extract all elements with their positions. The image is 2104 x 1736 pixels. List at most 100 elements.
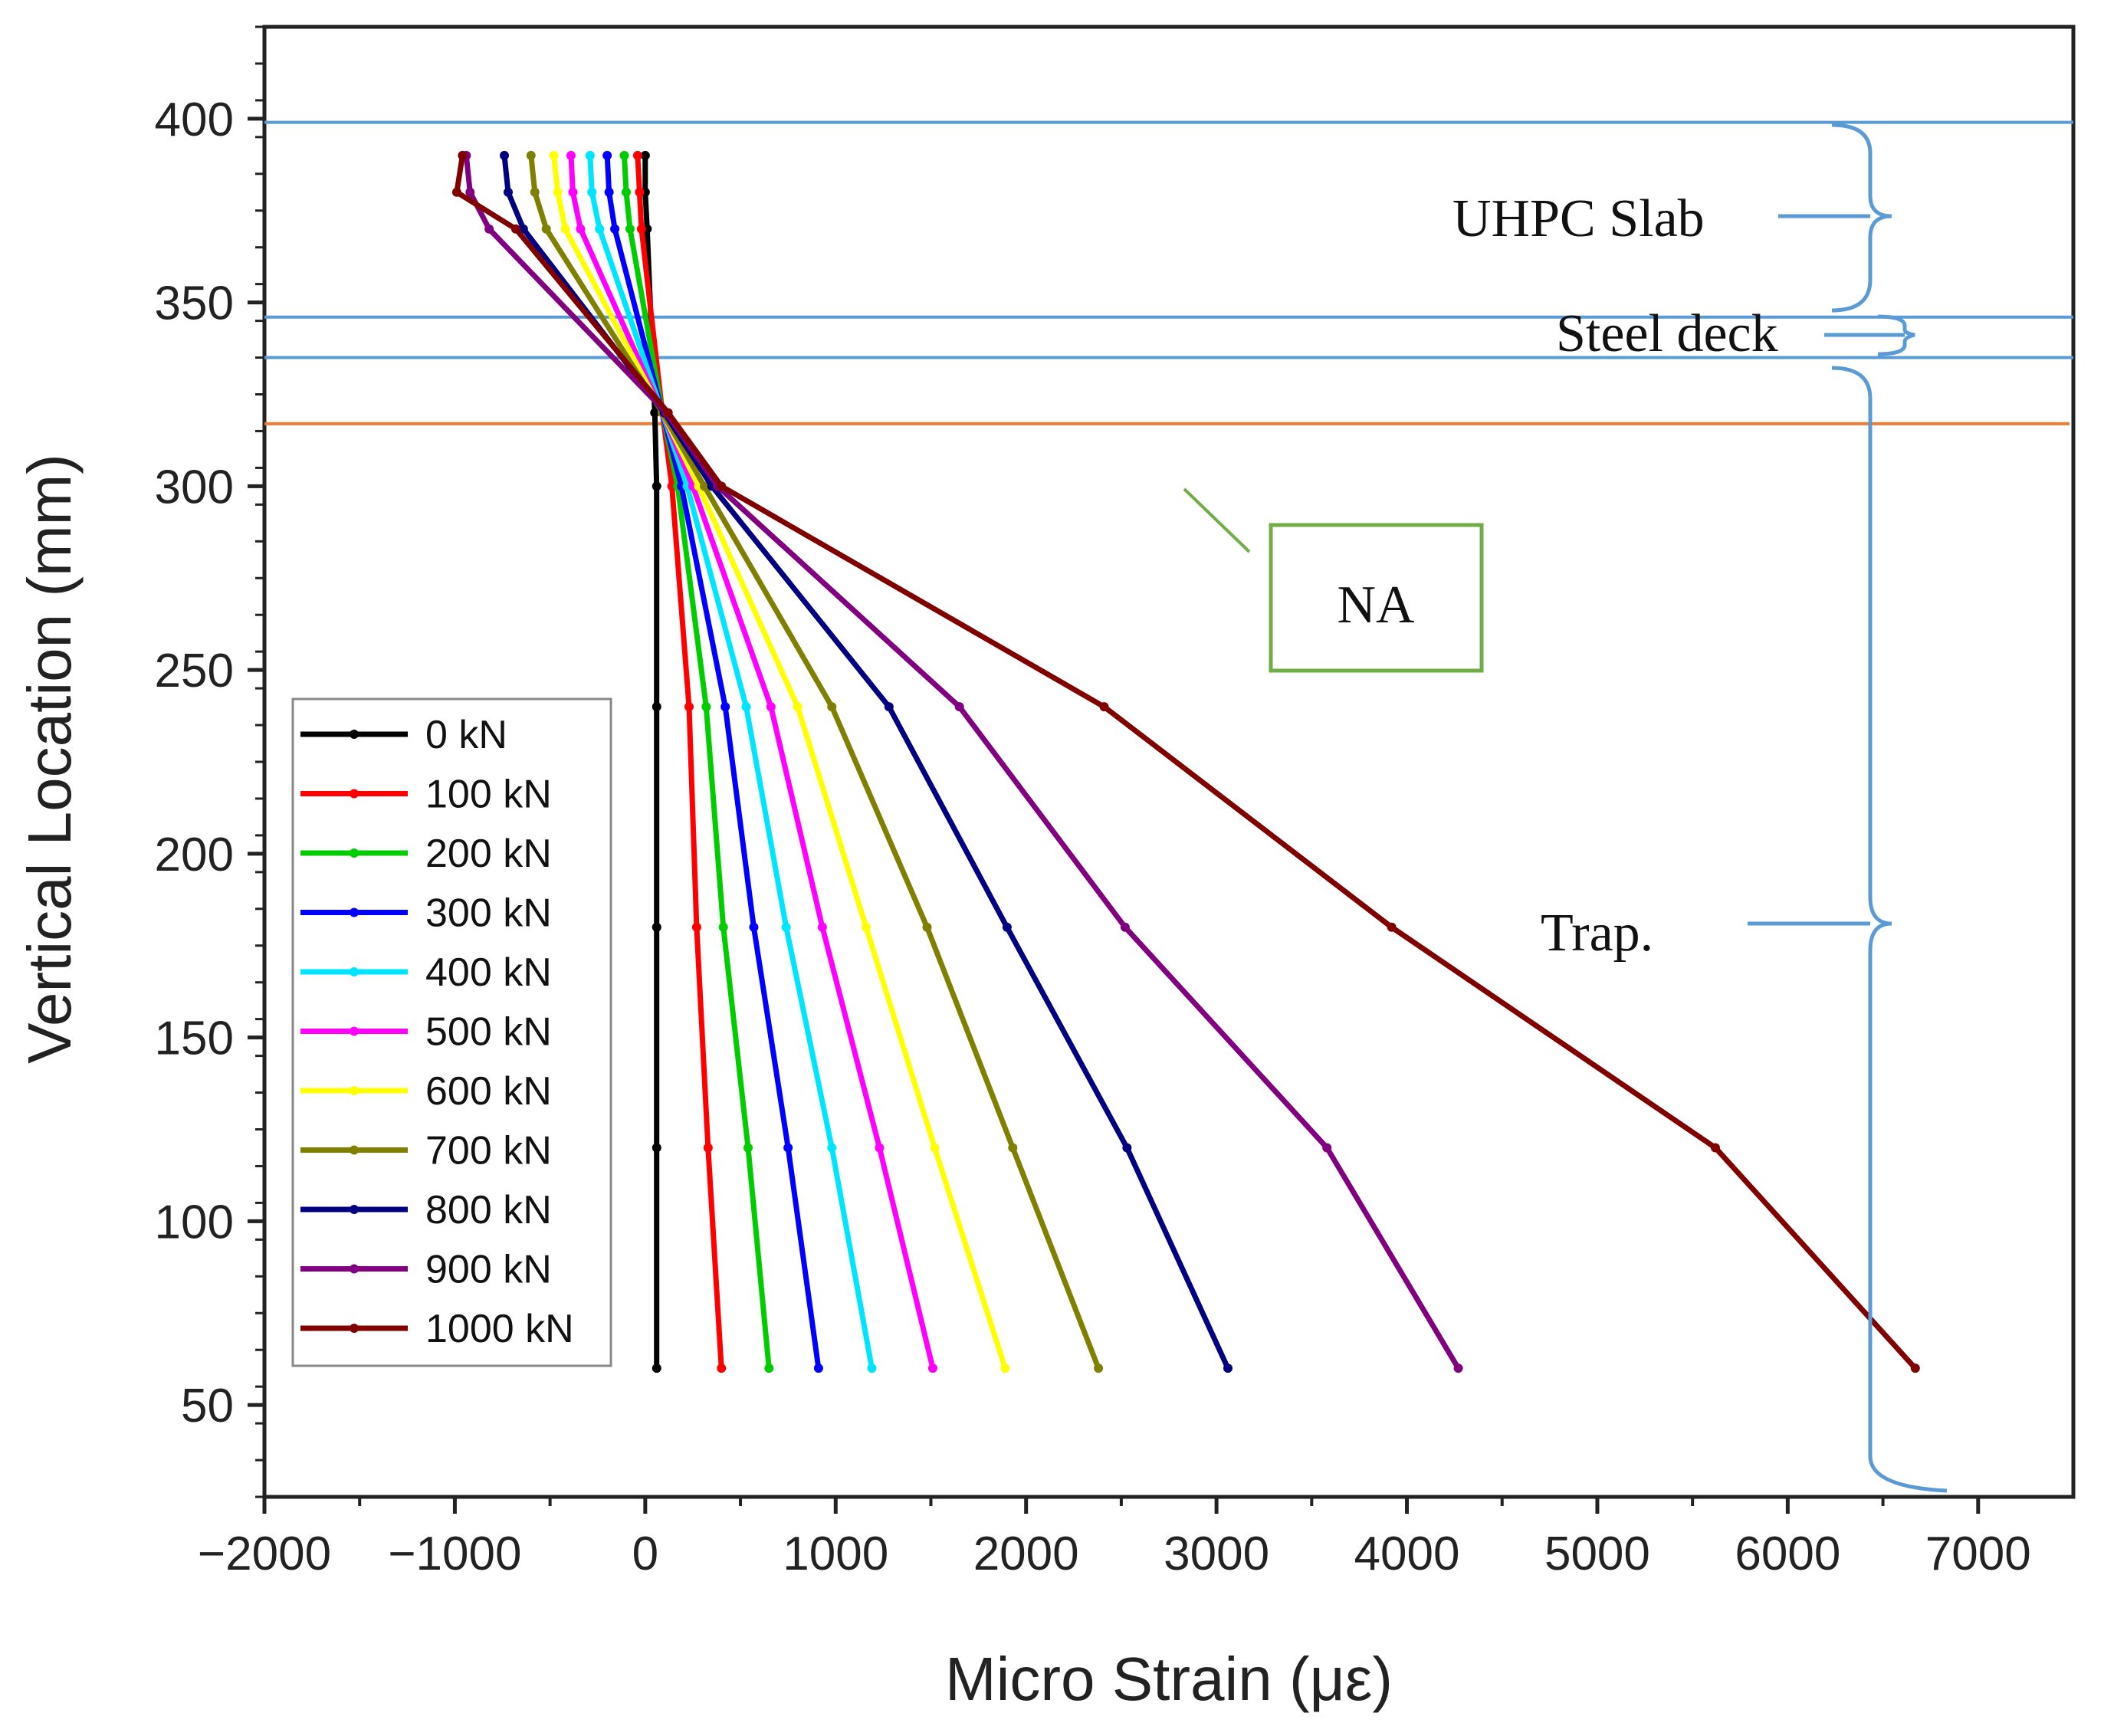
data-point xyxy=(1910,1364,1920,1373)
legend-marker xyxy=(350,848,359,858)
data-point xyxy=(954,702,964,712)
data-point xyxy=(465,187,475,197)
data-point xyxy=(1453,1364,1463,1373)
data-point xyxy=(602,150,612,160)
data-point xyxy=(650,408,660,418)
series-line xyxy=(622,155,772,1369)
data-point xyxy=(862,922,871,932)
legend-marker xyxy=(350,1086,359,1095)
data-point xyxy=(566,150,576,160)
data-point xyxy=(1002,922,1012,932)
data-point xyxy=(927,1364,937,1373)
y-tick-label: 350 xyxy=(155,277,234,330)
x-tick-label: 1000 xyxy=(783,1528,888,1580)
data-point xyxy=(717,1364,727,1373)
data-point xyxy=(663,408,673,418)
legend-label: 800 kN xyxy=(425,1188,552,1232)
x-tick-label: 2000 xyxy=(973,1528,1079,1580)
data-point xyxy=(560,224,570,234)
data-point xyxy=(720,702,730,712)
data-point xyxy=(922,922,932,932)
data-point xyxy=(1387,922,1397,932)
data-point xyxy=(684,702,694,712)
data-point xyxy=(576,224,586,234)
y-tick-label: 100 xyxy=(155,1196,234,1249)
legend-marker xyxy=(350,1205,359,1214)
data-point xyxy=(622,187,631,197)
data-point xyxy=(604,187,614,197)
data-point xyxy=(1710,1143,1720,1153)
series-layer xyxy=(451,150,1920,1373)
data-point xyxy=(1122,1143,1132,1153)
legend-marker xyxy=(350,1145,359,1155)
series-600-kn xyxy=(549,150,1010,1373)
data-point xyxy=(701,702,711,712)
legend-label: 700 kN xyxy=(425,1129,552,1173)
slab-label: UHPC Slab xyxy=(1452,189,1705,248)
data-point xyxy=(817,922,827,932)
legend-marker xyxy=(350,967,359,976)
legend-label: 900 kN xyxy=(425,1248,552,1292)
x-tick-label: −1000 xyxy=(388,1528,521,1580)
y-tick-label: 250 xyxy=(155,645,234,697)
data-point xyxy=(625,224,635,234)
x-axis-title: Micro Strain (με) xyxy=(945,1645,1393,1713)
data-point xyxy=(652,922,661,932)
trap-label: Trap. xyxy=(1541,904,1653,963)
data-point xyxy=(619,150,629,160)
trap-brace xyxy=(1748,366,1948,1493)
deck-label: Steel deck xyxy=(1556,304,1778,363)
na-label: NA xyxy=(1337,576,1415,635)
data-point xyxy=(632,150,642,160)
data-point xyxy=(549,150,559,160)
legend-label: 600 kN xyxy=(425,1069,552,1114)
data-point xyxy=(526,150,536,160)
data-point xyxy=(930,1143,940,1153)
data-point xyxy=(1099,702,1109,712)
data-point xyxy=(867,1364,877,1373)
legend-marker xyxy=(350,730,359,739)
data-point xyxy=(827,1143,837,1153)
data-point xyxy=(484,224,494,234)
data-point xyxy=(1008,1143,1018,1153)
data-point xyxy=(451,187,461,197)
data-point xyxy=(766,702,776,712)
data-point xyxy=(781,922,791,932)
data-point xyxy=(691,922,701,932)
data-point xyxy=(636,224,646,234)
data-point xyxy=(568,187,578,197)
data-point xyxy=(553,187,563,197)
y-tick-label: 50 xyxy=(181,1380,234,1432)
x-tick-label: 5000 xyxy=(1544,1528,1650,1580)
data-point xyxy=(640,150,650,160)
legend-label: 200 kN xyxy=(425,832,552,876)
legend-label: 400 kN xyxy=(425,950,552,995)
x-tick-label: 7000 xyxy=(1925,1528,2031,1580)
annotation-layer: UHPC Slab Steel deck Trap. NA xyxy=(1183,123,1948,1493)
x-tick-label: −2000 xyxy=(198,1528,331,1580)
x-tick-label: 6000 xyxy=(1735,1528,1840,1580)
legend-marker xyxy=(350,1026,359,1036)
y-axis-title: Vertical Location (mm) xyxy=(15,454,84,1064)
slab-brace xyxy=(1778,123,1892,313)
deck-brace-shape xyxy=(1877,314,1915,356)
data-point xyxy=(610,224,620,234)
data-point xyxy=(635,187,645,197)
legend-label: 500 kN xyxy=(425,1010,552,1055)
data-point xyxy=(718,922,728,932)
data-point xyxy=(541,224,551,234)
data-point xyxy=(652,481,661,491)
trap-brace-shape xyxy=(1831,366,1948,1493)
data-point xyxy=(717,481,727,491)
data-point xyxy=(1223,1364,1233,1373)
data-point xyxy=(875,1143,885,1153)
legend-label: 0 kN xyxy=(425,713,507,757)
legend-marker xyxy=(350,789,359,799)
data-point xyxy=(749,922,759,932)
section-boundary-lines xyxy=(264,120,2073,425)
data-point xyxy=(500,150,510,160)
data-point xyxy=(699,481,709,491)
data-point xyxy=(652,702,661,712)
data-point xyxy=(652,1364,661,1373)
